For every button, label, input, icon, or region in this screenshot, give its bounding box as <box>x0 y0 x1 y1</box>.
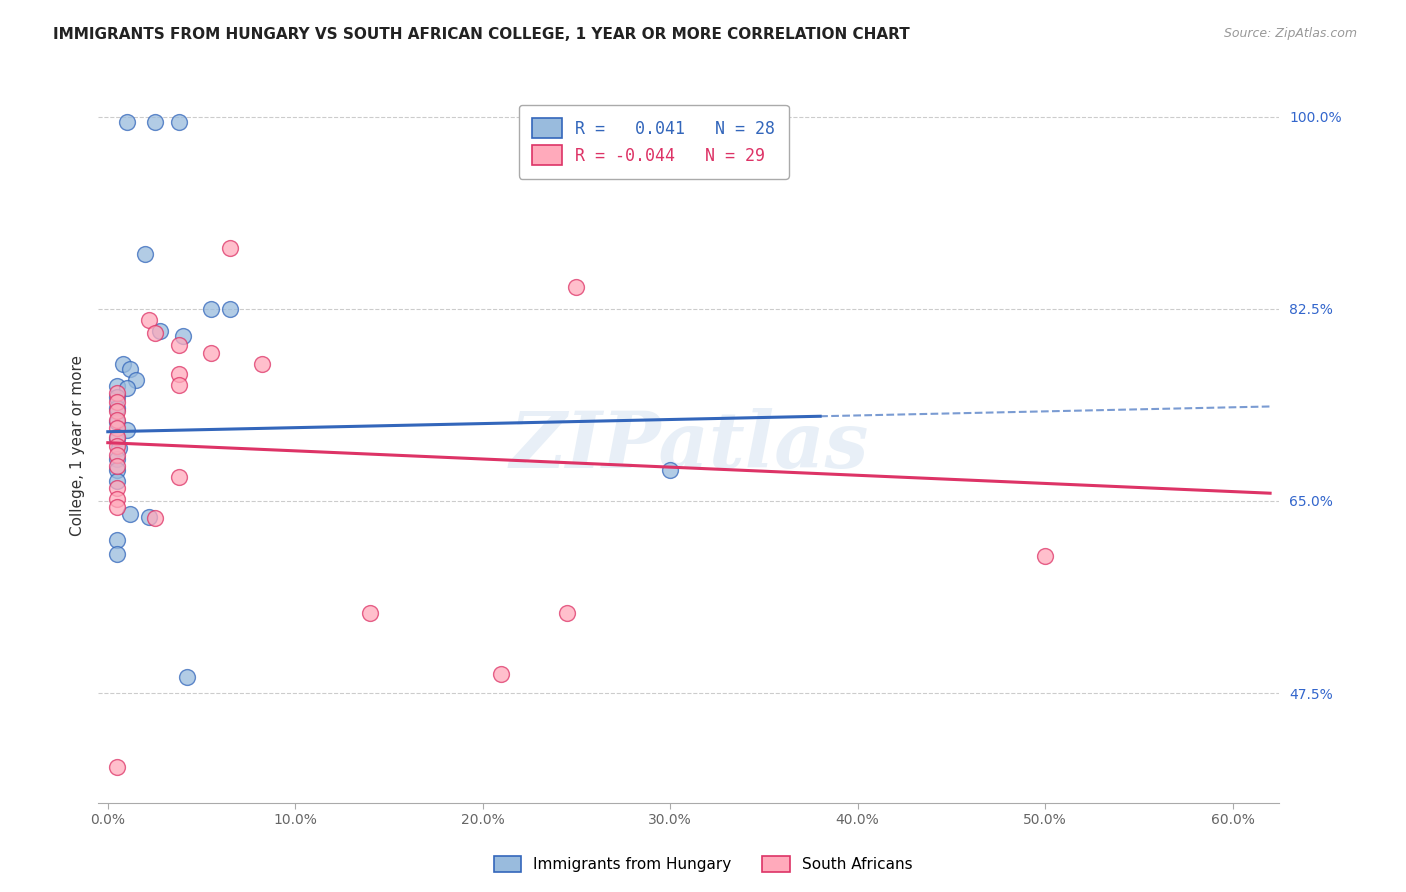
Point <box>105 433 128 447</box>
Point <box>125 373 148 387</box>
Point <box>105 395 128 409</box>
Point <box>250 357 273 371</box>
Point <box>134 247 156 261</box>
Y-axis label: College, 1 year or more: College, 1 year or more <box>69 356 84 536</box>
Point <box>218 301 240 316</box>
Point <box>115 423 138 437</box>
Point <box>115 115 138 129</box>
Point <box>105 421 128 435</box>
Point <box>105 481 128 495</box>
Point <box>105 386 128 401</box>
Point <box>105 390 128 404</box>
Point <box>167 367 190 381</box>
Point <box>143 326 166 340</box>
Point <box>167 115 190 129</box>
Point <box>200 345 222 359</box>
Point <box>105 415 128 429</box>
Point <box>108 441 131 455</box>
Point <box>111 357 134 371</box>
Point <box>143 511 166 525</box>
Point <box>105 452 128 467</box>
Point <box>120 362 142 376</box>
Point <box>359 606 381 620</box>
Point <box>115 381 138 395</box>
Point <box>105 448 128 462</box>
Point <box>565 280 588 294</box>
Legend: Immigrants from Hungary, South Africans: Immigrants from Hungary, South Africans <box>486 848 920 880</box>
Point <box>167 377 190 392</box>
Point <box>167 338 190 352</box>
Point <box>105 439 128 453</box>
Point <box>105 458 128 473</box>
Point <box>167 469 190 483</box>
Point <box>138 312 160 326</box>
Point <box>105 430 128 444</box>
Text: ZIPatlas: ZIPatlas <box>509 408 869 484</box>
Point <box>491 667 513 681</box>
Point <box>105 401 128 415</box>
Point <box>105 463 128 477</box>
Point <box>724 115 747 129</box>
Point <box>218 241 240 255</box>
Point <box>149 324 172 338</box>
Point <box>1033 549 1056 563</box>
Point <box>105 759 128 773</box>
Point <box>105 533 128 548</box>
Point <box>105 474 128 488</box>
Point <box>659 463 682 477</box>
Point <box>200 301 222 316</box>
Point <box>555 606 578 620</box>
Point <box>105 547 128 561</box>
Point <box>176 669 198 683</box>
Point <box>105 404 128 418</box>
Point <box>120 507 142 521</box>
Text: Source: ZipAtlas.com: Source: ZipAtlas.com <box>1223 27 1357 40</box>
Point <box>143 115 166 129</box>
Point <box>172 329 194 343</box>
Point <box>105 491 128 506</box>
Point <box>105 500 128 515</box>
Point <box>105 378 128 392</box>
Text: IMMIGRANTS FROM HUNGARY VS SOUTH AFRICAN COLLEGE, 1 YEAR OR MORE CORRELATION CHA: IMMIGRANTS FROM HUNGARY VS SOUTH AFRICAN… <box>53 27 910 42</box>
Point <box>138 510 160 524</box>
Legend: R =   0.041   N = 28, R = -0.044   N = 29: R = 0.041 N = 28, R = -0.044 N = 29 <box>519 104 789 178</box>
Point <box>105 412 128 426</box>
